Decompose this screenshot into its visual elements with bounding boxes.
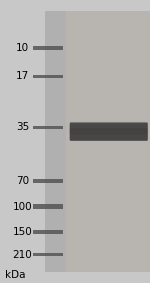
FancyBboxPatch shape: [70, 128, 148, 140]
FancyBboxPatch shape: [70, 123, 148, 129]
FancyBboxPatch shape: [33, 75, 63, 78]
Text: kDa: kDa: [5, 269, 25, 280]
FancyBboxPatch shape: [70, 122, 148, 141]
FancyBboxPatch shape: [33, 253, 63, 256]
Text: 150: 150: [13, 227, 32, 237]
FancyBboxPatch shape: [33, 179, 63, 183]
Text: 100: 100: [13, 201, 32, 212]
Text: 17: 17: [16, 71, 29, 82]
FancyBboxPatch shape: [33, 230, 63, 234]
FancyBboxPatch shape: [33, 126, 63, 129]
FancyBboxPatch shape: [70, 123, 148, 134]
Text: 210: 210: [13, 250, 32, 260]
FancyBboxPatch shape: [45, 11, 150, 272]
Text: 10: 10: [16, 43, 29, 53]
FancyBboxPatch shape: [33, 204, 63, 209]
Text: 70: 70: [16, 176, 29, 186]
FancyBboxPatch shape: [33, 46, 63, 50]
FancyBboxPatch shape: [66, 11, 150, 272]
FancyBboxPatch shape: [70, 134, 148, 141]
Text: 35: 35: [16, 122, 29, 132]
